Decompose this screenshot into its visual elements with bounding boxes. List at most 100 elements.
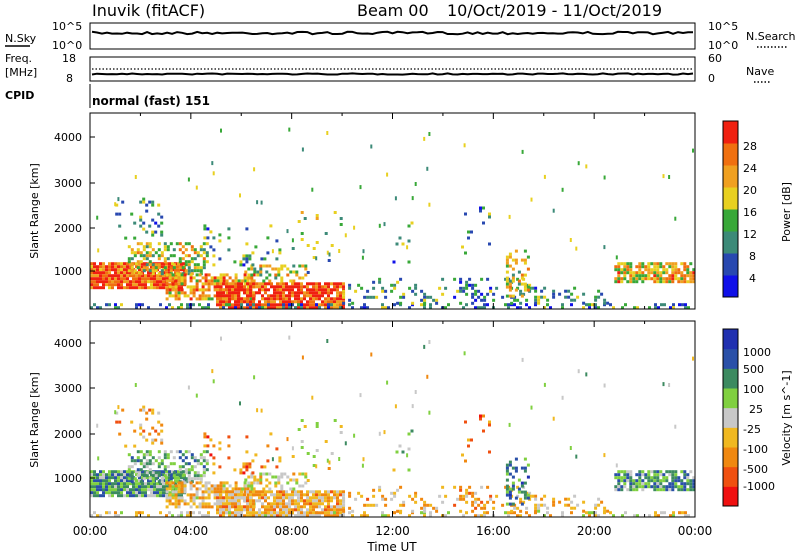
echo-cell bbox=[246, 297, 249, 301]
echo-cell bbox=[333, 288, 336, 292]
echo-cell bbox=[330, 499, 333, 503]
echo-cell bbox=[315, 449, 319, 452]
echo-cell bbox=[135, 303, 138, 307]
echo-cell bbox=[523, 249, 527, 253]
echo-cell bbox=[653, 479, 657, 483]
echo-cell bbox=[552, 289, 556, 293]
echo-cell bbox=[656, 476, 660, 480]
echo-cell bbox=[228, 291, 231, 295]
echo-cell bbox=[111, 476, 114, 480]
echo-cell bbox=[249, 490, 252, 494]
echo-cell bbox=[677, 485, 681, 489]
echo-cell bbox=[268, 481, 272, 485]
echo-cell bbox=[168, 511, 171, 515]
echo-cell bbox=[315, 282, 318, 286]
echo-cell bbox=[488, 420, 491, 424]
echo-cell bbox=[135, 283, 138, 287]
echo-cell bbox=[514, 496, 518, 500]
echo-cell bbox=[201, 496, 205, 500]
echo-cell bbox=[177, 496, 181, 500]
echo-cell bbox=[117, 271, 120, 275]
echo-cell bbox=[669, 514, 672, 518]
echo-cell bbox=[228, 484, 232, 488]
x-tick-label: 08:00 bbox=[274, 524, 309, 538]
echo-cell bbox=[508, 422, 511, 427]
echo-cell bbox=[237, 306, 240, 310]
echo-cell bbox=[381, 303, 384, 307]
echo-cell bbox=[168, 288, 172, 292]
echo-cell bbox=[520, 481, 524, 485]
echo-cell bbox=[570, 500, 574, 504]
echo-cell bbox=[321, 285, 324, 289]
echo-cell bbox=[258, 490, 261, 494]
echo-cell bbox=[315, 514, 318, 518]
echo-cell bbox=[205, 242, 209, 246]
echo-cell bbox=[632, 277, 636, 281]
echo-cell bbox=[150, 271, 153, 275]
echo-cell bbox=[650, 479, 654, 483]
echo-cell bbox=[282, 508, 285, 512]
echo-cell bbox=[255, 514, 258, 518]
echo-cell bbox=[142, 257, 146, 261]
echo-cell bbox=[294, 297, 297, 301]
echo-cell bbox=[258, 514, 261, 518]
colorbar-swatch bbox=[723, 348, 738, 369]
echo-cell bbox=[303, 493, 306, 497]
echo-cell bbox=[145, 254, 149, 258]
echo-cell bbox=[267, 490, 270, 494]
echo-cell bbox=[520, 490, 524, 494]
echo-cell bbox=[653, 485, 657, 489]
echo-cell bbox=[114, 265, 117, 269]
echo-cell bbox=[93, 473, 96, 477]
echo-cell bbox=[423, 295, 427, 299]
echo-cell bbox=[686, 271, 690, 275]
echo-cell bbox=[291, 288, 294, 292]
echo-cell bbox=[108, 271, 111, 275]
echo-cell bbox=[507, 303, 510, 307]
echo-cell bbox=[222, 306, 225, 310]
echo-cell bbox=[318, 291, 321, 295]
echo-cell bbox=[266, 459, 270, 463]
echo-cell bbox=[629, 265, 633, 269]
echo-cell bbox=[134, 383, 137, 387]
echo-cell bbox=[207, 273, 211, 277]
echo-cell bbox=[141, 491, 144, 495]
echo-cell bbox=[144, 470, 147, 474]
echo-cell bbox=[219, 484, 223, 488]
echo-cell bbox=[426, 295, 430, 299]
echo-cell bbox=[674, 265, 678, 269]
echo-cell bbox=[492, 292, 496, 296]
echo-cell bbox=[468, 277, 472, 281]
echo-cell bbox=[187, 474, 191, 478]
echo-cell bbox=[99, 274, 102, 278]
echo-cell bbox=[523, 282, 527, 286]
echo-cell bbox=[638, 271, 642, 275]
echo-cell bbox=[505, 487, 509, 491]
echo-cell bbox=[174, 499, 178, 503]
echo-cell bbox=[183, 262, 186, 266]
echo-cell bbox=[301, 264, 305, 268]
echo-cell bbox=[378, 277, 382, 281]
echo-cell bbox=[552, 497, 556, 501]
echo-cell bbox=[632, 488, 636, 492]
echo-cell bbox=[174, 285, 178, 289]
echo-cell bbox=[126, 491, 129, 495]
echo-cell bbox=[198, 481, 202, 485]
echo-cell bbox=[444, 514, 447, 518]
echo-cell bbox=[171, 277, 174, 281]
echo-cell bbox=[193, 459, 197, 463]
echo-cell bbox=[306, 452, 310, 455]
echo-cell bbox=[597, 514, 600, 518]
echo-cell bbox=[273, 285, 276, 289]
echo-cell bbox=[168, 502, 172, 506]
echo-cell bbox=[399, 295, 403, 299]
echo-cell bbox=[277, 267, 281, 271]
echo-cell bbox=[291, 446, 294, 451]
echo-cell bbox=[523, 457, 527, 461]
echo-cell bbox=[508, 285, 512, 289]
echo-cell bbox=[570, 303, 573, 307]
echo-cell bbox=[282, 502, 285, 506]
echo-cell bbox=[148, 432, 152, 436]
echo-cell bbox=[90, 479, 93, 483]
echo-cell bbox=[190, 248, 194, 252]
